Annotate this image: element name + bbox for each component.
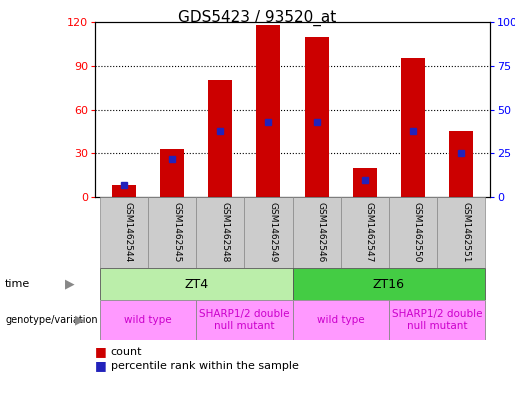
Bar bbox=[100, 197, 148, 268]
Text: GDS5423 / 93520_at: GDS5423 / 93520_at bbox=[178, 10, 337, 26]
Text: ▶: ▶ bbox=[65, 277, 74, 290]
Bar bbox=[293, 268, 485, 300]
Bar bbox=[244, 197, 293, 268]
Text: GSM1462550: GSM1462550 bbox=[413, 202, 422, 263]
Bar bbox=[256, 25, 281, 197]
Bar bbox=[340, 197, 389, 268]
Text: GSM1462545: GSM1462545 bbox=[172, 202, 181, 263]
Text: ZT4: ZT4 bbox=[184, 277, 208, 290]
Text: SHARP1/2 double
null mutant: SHARP1/2 double null mutant bbox=[199, 309, 289, 331]
Bar bbox=[148, 197, 196, 268]
Text: SHARP1/2 double
null mutant: SHARP1/2 double null mutant bbox=[392, 309, 482, 331]
Bar bbox=[353, 168, 377, 197]
Bar bbox=[293, 197, 340, 268]
Text: wild type: wild type bbox=[124, 315, 172, 325]
Bar bbox=[160, 149, 184, 197]
Bar bbox=[437, 197, 485, 268]
Text: genotype/variation: genotype/variation bbox=[5, 315, 98, 325]
Bar bbox=[304, 37, 329, 197]
Text: GSM1462546: GSM1462546 bbox=[317, 202, 325, 263]
Bar bbox=[196, 300, 293, 340]
Bar bbox=[389, 197, 437, 268]
Bar bbox=[208, 80, 232, 197]
Text: GSM1462548: GSM1462548 bbox=[220, 202, 229, 263]
Text: GSM1462544: GSM1462544 bbox=[124, 202, 133, 262]
Text: ZT16: ZT16 bbox=[373, 277, 405, 290]
Bar bbox=[112, 185, 136, 197]
Text: GSM1462551: GSM1462551 bbox=[461, 202, 470, 263]
Bar bbox=[100, 300, 196, 340]
Text: GSM1462547: GSM1462547 bbox=[365, 202, 374, 263]
Bar bbox=[389, 300, 485, 340]
Text: count: count bbox=[111, 347, 142, 357]
Text: time: time bbox=[5, 279, 30, 289]
Bar bbox=[100, 268, 293, 300]
Text: ■: ■ bbox=[95, 345, 107, 358]
Bar bbox=[293, 300, 389, 340]
Bar bbox=[449, 131, 473, 197]
Bar bbox=[401, 59, 425, 197]
Bar bbox=[196, 197, 244, 268]
Text: wild type: wild type bbox=[317, 315, 365, 325]
Text: percentile rank within the sample: percentile rank within the sample bbox=[111, 361, 299, 371]
Text: GSM1462549: GSM1462549 bbox=[268, 202, 278, 263]
Text: ▶: ▶ bbox=[75, 314, 84, 327]
Text: ■: ■ bbox=[95, 360, 107, 373]
